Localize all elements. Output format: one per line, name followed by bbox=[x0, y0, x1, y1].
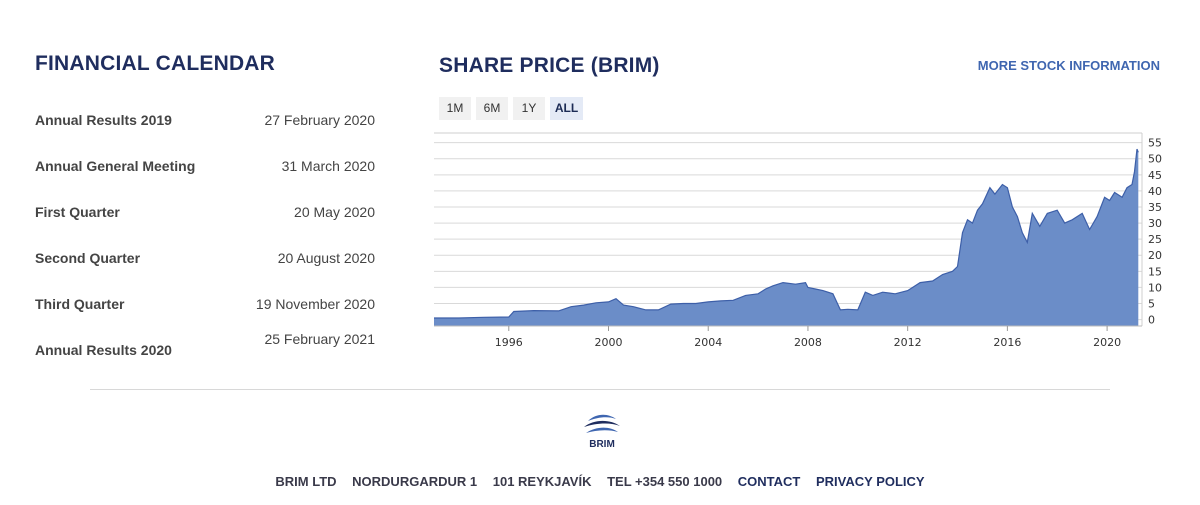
brim-logo[interactable]: BRIM bbox=[580, 409, 624, 454]
x-tick-label: 1996 bbox=[495, 336, 523, 349]
calendar-event-date: 31 March 2020 bbox=[281, 158, 375, 174]
range-button-1m[interactable]: 1M bbox=[439, 97, 471, 120]
share-price-title: SHARE PRICE (BRIM) bbox=[439, 54, 660, 77]
footer-privacy-link[interactable]: PRIVACY POLICY bbox=[816, 474, 925, 489]
x-tick-label: 2012 bbox=[894, 336, 922, 349]
footer-contact-link[interactable]: CONTACT bbox=[737, 474, 801, 489]
y-tick-label: 40 bbox=[1148, 185, 1162, 198]
footer-company: BRIM LTD bbox=[275, 474, 337, 489]
y-tick-label: 0 bbox=[1148, 314, 1155, 327]
x-tick-label: 2020 bbox=[1093, 336, 1121, 349]
footer-city: 101 REYKJAVÍK bbox=[492, 474, 592, 489]
price-area bbox=[434, 149, 1139, 326]
footer-divider bbox=[90, 389, 1110, 390]
range-button-6m[interactable]: 6M bbox=[476, 97, 508, 120]
more-stock-information-link[interactable]: MORE STOCK INFORMATION bbox=[977, 58, 1160, 73]
price-line bbox=[434, 148, 1139, 319]
y-tick-label: 20 bbox=[1148, 249, 1162, 262]
x-tick-label: 2008 bbox=[794, 336, 822, 349]
y-tick-label: 15 bbox=[1148, 265, 1162, 278]
calendar-event-date: 25 February 2021 bbox=[264, 331, 375, 347]
x-tick-label: 2004 bbox=[694, 336, 722, 349]
calendar-event-name: Second Quarter bbox=[35, 250, 141, 266]
x-tick-label: 2000 bbox=[595, 336, 623, 349]
y-tick-label: 30 bbox=[1148, 217, 1162, 230]
y-tick-label: 55 bbox=[1148, 137, 1162, 150]
footer-address: NORDURGARDUR 1 bbox=[352, 474, 478, 489]
footer-info: BRIM LTD NORDURGARDUR 1 101 REYKJAVÍK TE… bbox=[0, 474, 1200, 489]
range-button-1y[interactable]: 1Y bbox=[513, 97, 545, 120]
x-tick-label: 2016 bbox=[993, 336, 1021, 349]
financial-calendar-title: FINANCIAL CALENDAR bbox=[35, 52, 276, 75]
calendar-event-date: 27 February 2020 bbox=[264, 112, 375, 128]
calendar-event-name: Annual Results 2019 bbox=[35, 112, 172, 128]
calendar-event-name: First Quarter bbox=[35, 204, 120, 220]
calendar-event-name: Third Quarter bbox=[35, 296, 125, 312]
calendar-event-name: Annual Results 2020 bbox=[35, 342, 172, 358]
calendar-event-date: 20 May 2020 bbox=[294, 204, 375, 220]
logo-text: BRIM bbox=[589, 439, 615, 449]
range-button-all[interactable]: ALL bbox=[550, 97, 583, 120]
y-tick-label: 10 bbox=[1148, 281, 1162, 294]
share-price-chart[interactable]: 0 5 10 15 20 25 30 35 40 45 50 55 1996 2000 2004 2008 20… bbox=[433, 128, 1168, 353]
y-tick-label: 50 bbox=[1148, 153, 1162, 166]
y-tick-label: 5 bbox=[1148, 297, 1155, 310]
footer-phone: TEL +354 550 1000 bbox=[607, 474, 723, 489]
calendar-event-date: 20 August 2020 bbox=[277, 250, 375, 266]
calendar-event-name: Annual General Meeting bbox=[35, 158, 196, 174]
y-tick-label: 25 bbox=[1148, 233, 1162, 246]
calendar-event-date: 19 November 2020 bbox=[255, 296, 375, 312]
y-tick-label: 45 bbox=[1148, 169, 1162, 182]
y-tick-label: 35 bbox=[1148, 201, 1162, 214]
